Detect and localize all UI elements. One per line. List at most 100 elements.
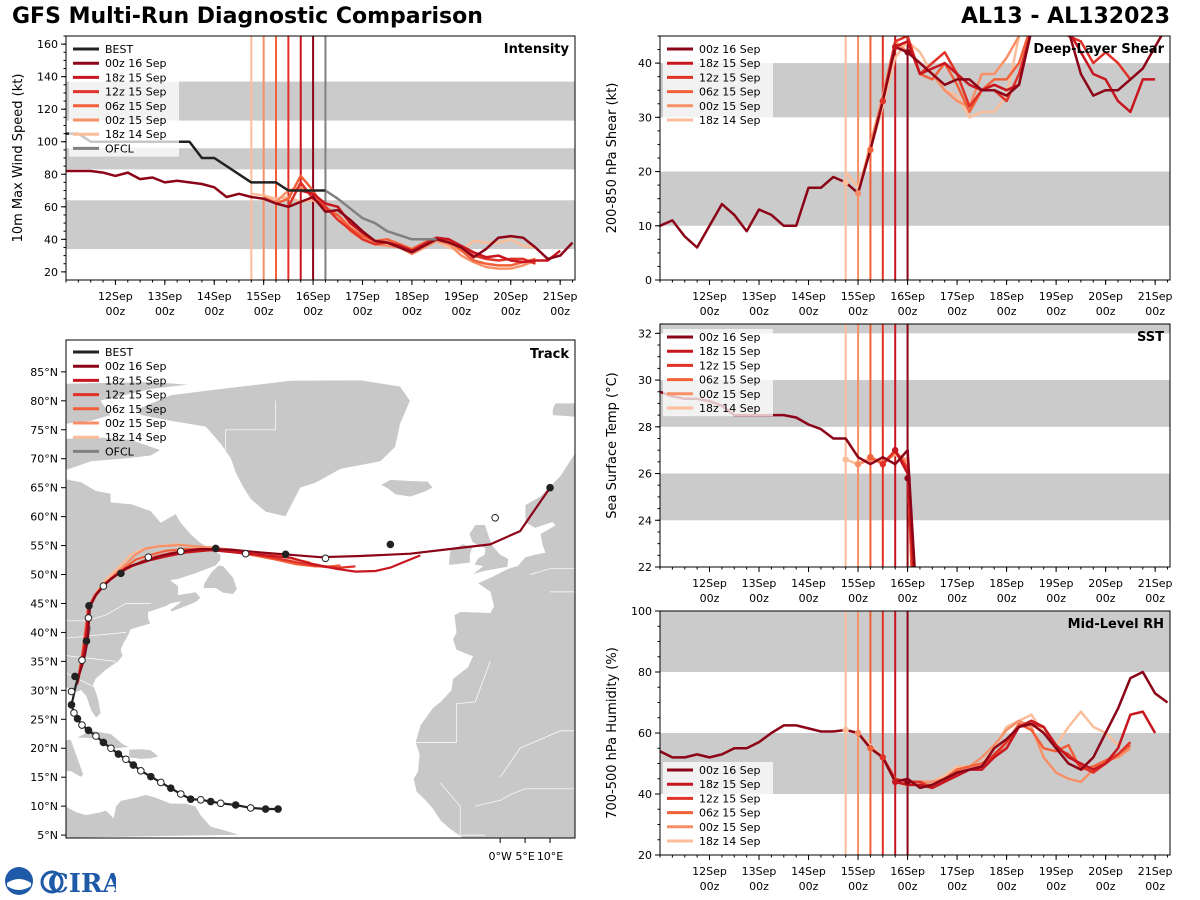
rh-title: Mid-Level RH — [1068, 617, 1164, 632]
sst-xtick-hour-19: 00z — [1046, 592, 1066, 605]
intensity-ytick-label-80: 80 — [44, 168, 58, 181]
rh-band-1 — [660, 611, 1170, 672]
track-best-point-25 — [71, 672, 79, 681]
intensity-xtick-date-12: 12Sep — [98, 290, 133, 303]
cira-logo-icon — [40, 870, 64, 894]
sst-xtick-hour-18: 00z — [997, 592, 1017, 605]
shear-legend-00z-15-sep: 00z 15 Sep — [699, 100, 761, 113]
sst-xtick-date-20: 20Sep — [1088, 577, 1123, 590]
track-best-point-16 — [107, 744, 115, 753]
rh-xtick-date-21: 21Sep — [1138, 865, 1173, 878]
intensity-ytick-label-160: 160 — [37, 38, 58, 51]
figure-title: GFS Multi-Run Diagnostic Comparison — [12, 4, 483, 29]
rh-legend-12z-15-sep: 12z 15 Sep — [699, 792, 761, 805]
track-legend-best: BEST — [105, 346, 133, 359]
intensity-band-0 — [66, 200, 575, 250]
track-best-point-29 — [85, 601, 93, 610]
track-legend-18z-14-sep: 18z 14 Sep — [105, 431, 167, 444]
rh-legend-00z-15-sep: 00z 15 Sep — [699, 821, 761, 834]
sst-legend-00z-15-sep: 00z 15 Sep — [699, 388, 761, 401]
germany-border — [530, 568, 575, 575]
us-canada-border — [66, 603, 151, 622]
intensity-xtick-date-14: 14Sep — [197, 290, 232, 303]
rh-legend-bg — [663, 762, 773, 850]
rh-xtick-date-13: 13Sep — [742, 865, 777, 878]
sst-xtick-date-14: 14Sep — [791, 577, 826, 590]
shear-legend-bg — [663, 41, 773, 129]
sst-band-0 — [660, 473, 1170, 521]
intensity-panel: 20 40 60 80 100 120 140 160 12Sep 00z 13Sep 00z 14Se… — [11, 35, 578, 318]
sst-title: SST — [1137, 330, 1164, 345]
track-best-point-21 — [73, 714, 82, 723]
shear-xtick-date-12: 12Sep — [692, 290, 727, 303]
shear-xtick-date-18: 18Sep — [989, 290, 1024, 303]
shear-analysis-dot-3 — [879, 97, 887, 105]
track-best-point-33 — [176, 547, 185, 556]
sst-xtick-hour-14: 00z — [799, 592, 819, 605]
rh-xtick-hour-20: 00z — [1096, 880, 1116, 893]
sst-xtick-hour-16: 00z — [898, 592, 918, 605]
track-legend-12z-15-sep: 12z 15 Sep — [105, 389, 167, 402]
track-ytick-label-85: 85°N — [30, 366, 58, 379]
track-best-point-27 — [82, 637, 91, 645]
rh-analysis-dot-5 — [904, 778, 911, 785]
track-best-point-26 — [78, 656, 86, 665]
track-map-area — [66, 342, 575, 838]
sst-legend-00z-16-sep: 00z 16 Sep — [699, 331, 761, 344]
sst-analysis-dot-2 — [867, 453, 874, 461]
shear-panel: 0 10 20 30 40 12Sep 00z 13Sep 00z 14Sep 00z 15Sep 00… — [605, 35, 1173, 318]
sst-analysis-dot-0 — [842, 456, 849, 463]
intensity-xtick-hour-15: 00z — [254, 305, 274, 318]
rh-xtick-hour-17: 00z — [947, 880, 967, 893]
intensity-ytick-label-120: 120 — [37, 103, 58, 116]
shear-xtick-date-15: 15Sep — [841, 290, 876, 303]
rh-analysis-dot-3 — [879, 754, 887, 761]
noaa-logo-wave-icon — [7, 879, 31, 890]
track-best-point-24 — [67, 687, 76, 696]
sst-xtick-hour-20: 00z — [1096, 592, 1116, 605]
intensity-xtick-hour-14: 00z — [204, 305, 224, 318]
intensity-legend-ofcl: OFCL — [105, 142, 135, 155]
rh-analysis-dot-1 — [854, 729, 862, 737]
shear-xtick-hour-14: 00z — [799, 305, 819, 318]
track-ytick-label-10: 10°N — [30, 800, 58, 813]
rh-ytick-label-100: 100 — [631, 605, 652, 618]
track-xtick-label-10: 10°E — [537, 850, 563, 863]
rh-series-00z-16-sep — [660, 670, 1169, 790]
cira-logo-text: CIRA — [48, 869, 116, 898]
intensity-ytick-label-40: 40 — [44, 233, 58, 246]
storm-id: AL13 - AL132023 — [961, 4, 1170, 29]
track-ytick-label-60: 60°N — [30, 511, 58, 524]
shear-analysis-dot-1 — [854, 190, 862, 197]
shear-xtick-hour-15: 00z — [848, 305, 868, 318]
intensity-ytick-label-100: 100 — [37, 136, 58, 149]
track-best-point-4 — [216, 799, 225, 808]
agency-logos: CIRA — [5, 867, 116, 898]
shear-ylabel: 200-850 hPa Shear (kt) — [605, 83, 620, 234]
rh-analysis-dot-0 — [842, 726, 849, 734]
track-panel: 5°N 10°N 15°N 20°N 25°N 30°N 35°N 40°N 45°N 50°N 5… — [30, 339, 576, 863]
svalbard-land — [552, 402, 575, 418]
sst-ytick-label-32: 32 — [638, 327, 652, 340]
sst-ylabel: Sea Surface Temp (°C) — [605, 372, 620, 519]
shear-xtick-date-16: 16Sep — [890, 290, 925, 303]
track-ytick-label-20: 20°N — [30, 742, 58, 755]
intensity-xtick-date-15: 15Sep — [246, 290, 281, 303]
shear-legend-18z-14-sep: 18z 14 Sep — [699, 114, 761, 127]
sst-frame — [659, 323, 1171, 568]
rh-xtick-date-17: 17Sep — [940, 865, 975, 878]
track-ytick-label-70: 70°N — [30, 453, 58, 466]
track-best-point-5 — [206, 797, 215, 806]
shear-xtick-hour-20: 00z — [1096, 305, 1116, 318]
shear-ytick-label-40: 40 — [638, 57, 652, 70]
track-ytick-label-15: 15°N — [30, 771, 58, 784]
track-legend-ofcl: OFCL — [105, 445, 135, 458]
track-best-point-31 — [117, 569, 125, 578]
track-ytick-label-45: 45°N — [30, 597, 58, 610]
intensity-ytick-label-60: 60 — [44, 201, 58, 214]
sst-legend-12z-15-sep: 12z 15 Sep — [699, 359, 761, 372]
intensity-xtick-hour-17: 00z — [353, 305, 373, 318]
rh-xtick-hour-13: 00z — [749, 880, 769, 893]
sst-analysis-dot-3 — [879, 460, 887, 468]
track-frame — [65, 339, 576, 839]
